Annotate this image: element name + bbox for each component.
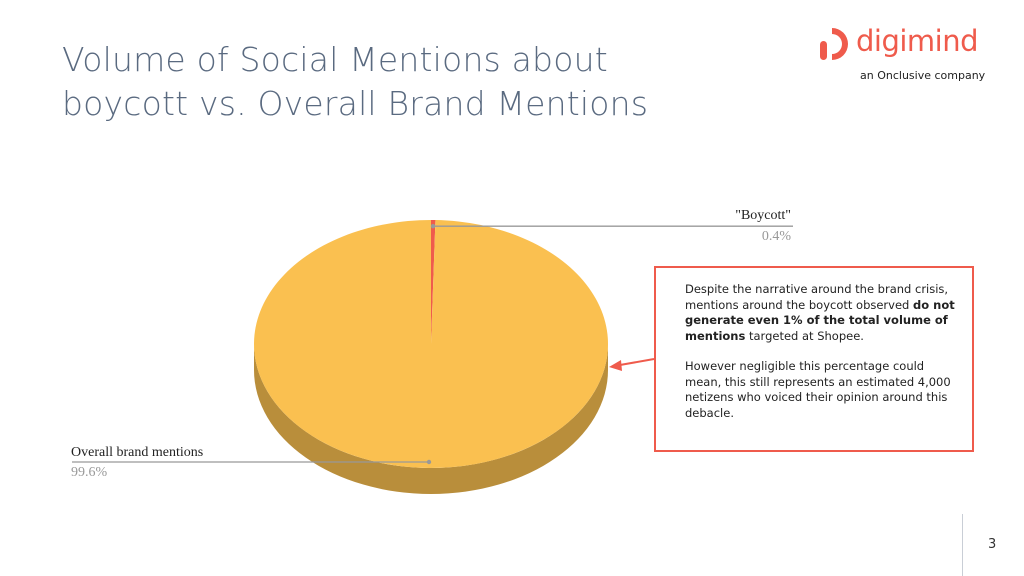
pie-slice-0 — [431, 220, 436, 344]
logo-wordmark: digimind — [856, 24, 979, 58]
label-boycott-value: 0.4% — [762, 229, 792, 244]
callout-arrow-line — [619, 358, 655, 366]
callout-text-part: targeted at Shopee. — [745, 328, 864, 343]
page-divider — [962, 514, 963, 576]
callout-text-part: Despite the narrative around the brand c… — [685, 282, 949, 312]
callout-box: Despite the narrative around the brand c… — [654, 266, 974, 452]
callout-paragraph-2: However negligible this percentage could… — [685, 359, 951, 420]
slide-title: Volume of Social Mentions about boycott … — [62, 40, 649, 123]
logo-tagline: an Onclusive company — [860, 69, 986, 82]
callout-arrow-head — [609, 360, 622, 371]
page-number: 3 — [988, 537, 997, 552]
callout-text: Despite the narrative around the brand c… — [685, 282, 957, 436]
pie-slice-1 — [254, 220, 609, 468]
label-overall-name: Overall brand mentions — [71, 445, 203, 460]
leader-dot-overall — [426, 459, 432, 465]
leader-dot-boycott — [430, 224, 436, 229]
callout-bold-text: do not generate even 1% of the total vol… — [685, 297, 955, 343]
label-overall-value: 99.6% — [71, 465, 108, 480]
label-boycott-name: "Boycott" — [735, 208, 791, 223]
digimind-d-logo-icon — [820, 28, 848, 60]
pie-side-wall — [254, 344, 608, 494]
callout-paragraph-1: Despite the narrative around the brand c… — [685, 282, 957, 344]
digimind-logo: digimind an Onclusive company — [818, 22, 988, 84]
